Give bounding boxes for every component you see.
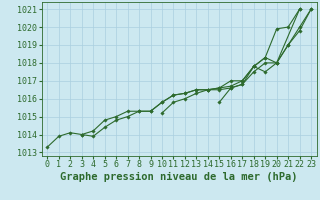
X-axis label: Graphe pression niveau de la mer (hPa): Graphe pression niveau de la mer (hPa) <box>60 172 298 182</box>
